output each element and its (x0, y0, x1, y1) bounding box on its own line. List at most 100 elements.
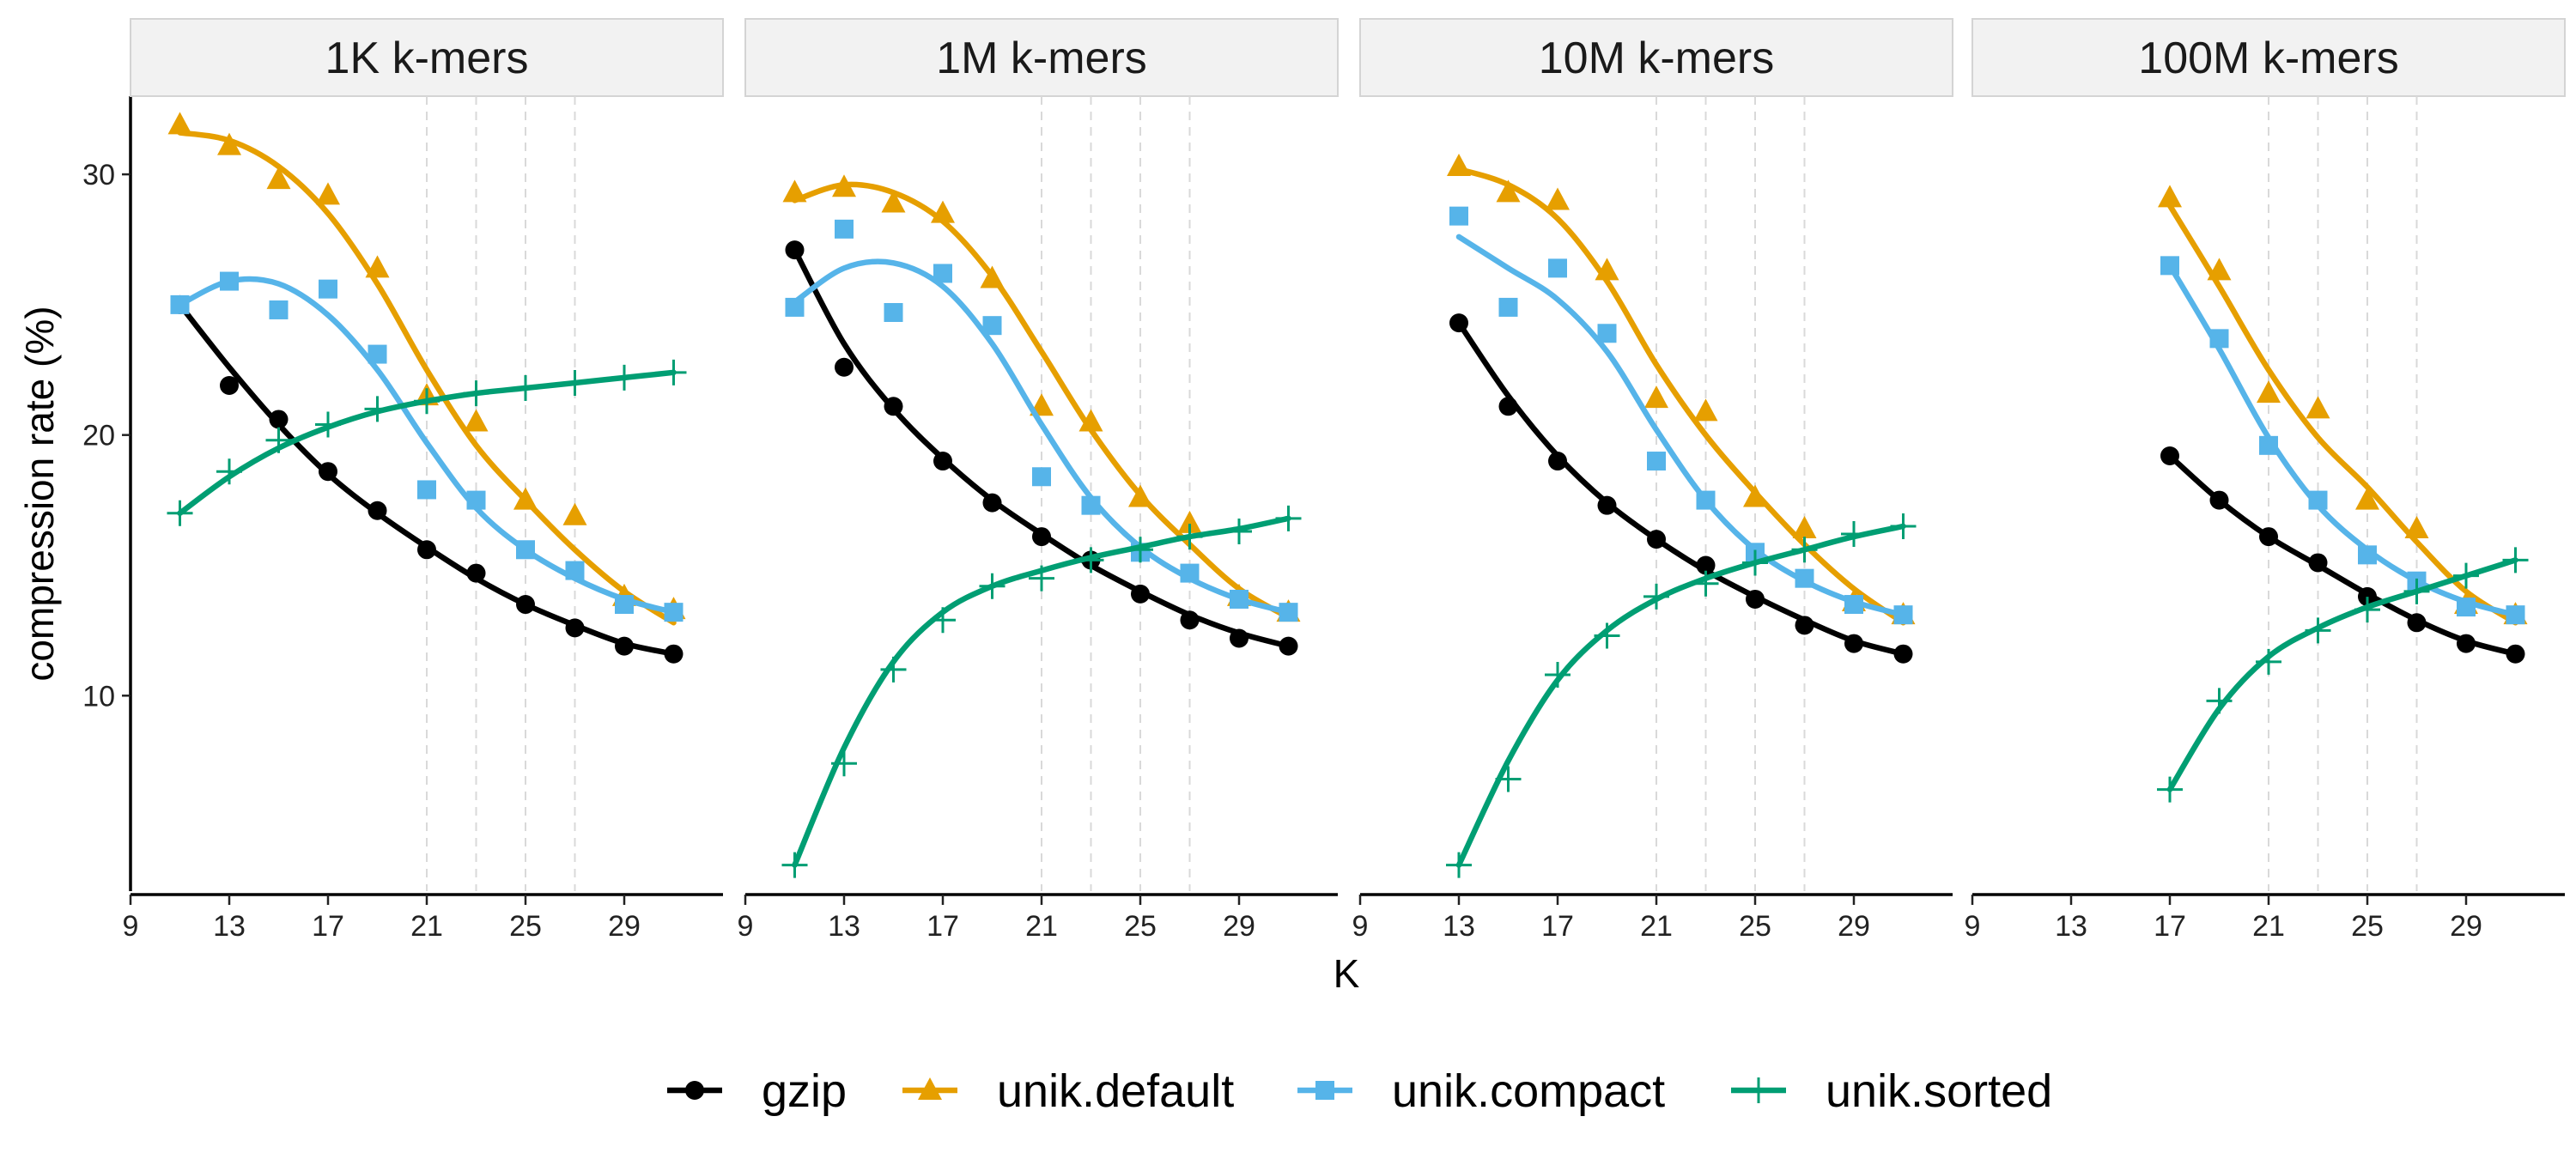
data-point-unik-compact (2160, 256, 2179, 276)
data-point-unik-sorted (1446, 852, 1472, 878)
legend-key-marker (918, 1077, 942, 1100)
series-unik-sorted (2157, 547, 2529, 803)
data-point-unik-sorted (1643, 583, 1669, 610)
x-tick-label: 25 (1739, 910, 1771, 943)
smooth-line-unik-sorted (2166, 557, 2518, 792)
x-tick-label: 29 (2450, 910, 2482, 943)
data-point-unik-sorted (414, 388, 440, 415)
data-point-unik-default (266, 167, 291, 190)
x-tick-label: 13 (828, 910, 860, 943)
data-point-gzip (982, 493, 1002, 513)
smooth-line-gzip (1455, 319, 1906, 657)
data-point-unik-compact (1180, 563, 1200, 583)
data-point-unik-compact (1893, 605, 1913, 625)
data-point-unik-compact (1449, 206, 1468, 226)
data-point-unik-sorted (2354, 597, 2380, 623)
data-point-unik-default (1693, 398, 1718, 422)
data-point-gzip (2457, 634, 2476, 653)
data-point-gzip (565, 618, 585, 638)
data-point-unik-sorted (1594, 622, 1620, 649)
data-point-unik-sorted (265, 427, 292, 453)
x-tick-label: 17 (1541, 910, 1574, 943)
data-point-unik-compact (933, 264, 952, 283)
x-tick-label: 17 (312, 910, 344, 943)
facet-strip-label: 100M k-mers (2138, 33, 2398, 83)
legend-item-unik-default: unik.default (902, 1065, 1234, 1117)
series-unik-sorted (167, 359, 687, 526)
data-point-gzip (1893, 644, 1913, 664)
data-point-gzip (2209, 490, 2229, 510)
data-point-unik-compact (269, 300, 289, 319)
data-point-gzip (785, 240, 805, 260)
data-point-gzip (884, 397, 903, 416)
data-point-unik-sorted (1495, 766, 1522, 792)
data-point-unik-compact (1844, 595, 1863, 615)
data-point-gzip (1032, 527, 1051, 547)
x-tick-label: 17 (2154, 910, 2186, 943)
data-point-unik-sorted (611, 364, 637, 391)
data-point-unik-compact (565, 561, 585, 580)
data-point-gzip (417, 540, 436, 560)
data-point-unik-default (2355, 487, 2379, 510)
legend: gzip unik.default unik.compact unik.sorted (667, 1065, 2052, 1117)
data-point-unik-compact (2308, 490, 2328, 510)
data-point-gzip (2259, 527, 2278, 547)
data-point-unik-default (2404, 515, 2429, 538)
data-point-gzip (1597, 495, 1617, 515)
series-unik-compact (2160, 256, 2525, 625)
data-point-unik-compact (1795, 568, 1814, 588)
data-point-unik-sorted (2157, 776, 2183, 803)
data-point-unik-compact (1647, 452, 1666, 471)
x-tick-label: 21 (1640, 910, 1673, 943)
data-point-unik-compact (1597, 324, 1617, 343)
x-tick-label: 21 (410, 910, 443, 943)
data-point-unik-sorted (2453, 562, 2479, 589)
data-point-unik-compact (466, 490, 486, 510)
data-point-gzip (1230, 628, 1249, 648)
data-point-unik-compact (368, 344, 387, 364)
data-point-unik-default (2306, 396, 2330, 419)
data-point-unik-compact (319, 279, 337, 299)
data-point-gzip (1795, 616, 1814, 635)
smooth-line-gzip (2166, 452, 2518, 657)
series-gzip (1449, 313, 1913, 664)
data-point-unik-compact (2259, 435, 2278, 455)
data-point-gzip (1548, 452, 1567, 471)
data-point-unik-default (881, 190, 906, 213)
data-point-unik-default (1496, 179, 1521, 203)
series-unik-compact (170, 271, 683, 622)
data-point-gzip (220, 376, 239, 396)
data-point-unik-compact (516, 540, 535, 560)
x-tick-label: 13 (1443, 910, 1475, 943)
series-unik-compact (785, 219, 1298, 622)
data-point-unik-sorted (167, 500, 193, 526)
data-point-unik-sorted (930, 607, 956, 634)
data-point-unik-compact (615, 595, 634, 615)
data-point-gzip (2407, 613, 2427, 633)
data-point-unik-default (562, 502, 587, 525)
data-point-unik-compact (664, 603, 683, 622)
series-unik-sorted (1446, 513, 1917, 878)
series-unik-default (1447, 153, 1916, 626)
data-point-unik-default (1644, 385, 1668, 409)
data-point-unik-default (1447, 153, 1471, 176)
data-point-gzip (466, 563, 486, 583)
data-point-unik-sorted (463, 380, 489, 407)
facet-strip (1359, 18, 1953, 97)
smooth-line-unik-compact (2166, 263, 2518, 618)
data-point-gzip (1449, 313, 1468, 333)
x-tick-label: 29 (1223, 910, 1255, 943)
data-point-unik-sorted (1275, 505, 1302, 531)
data-point-unik-compact (1548, 258, 1567, 278)
data-point-unik-default (513, 487, 538, 510)
legend-item-unik-compact: unik.compact (1297, 1065, 1665, 1117)
data-point-unik-compact (2358, 545, 2377, 565)
x-tick-label: 29 (1838, 910, 1870, 943)
data-point-unik-default (980, 265, 1005, 288)
data-point-unik-default (782, 179, 807, 203)
data-point-gzip (1844, 634, 1863, 653)
data-point-gzip (1180, 610, 1200, 630)
data-point-unik-sorted (1226, 519, 1252, 545)
